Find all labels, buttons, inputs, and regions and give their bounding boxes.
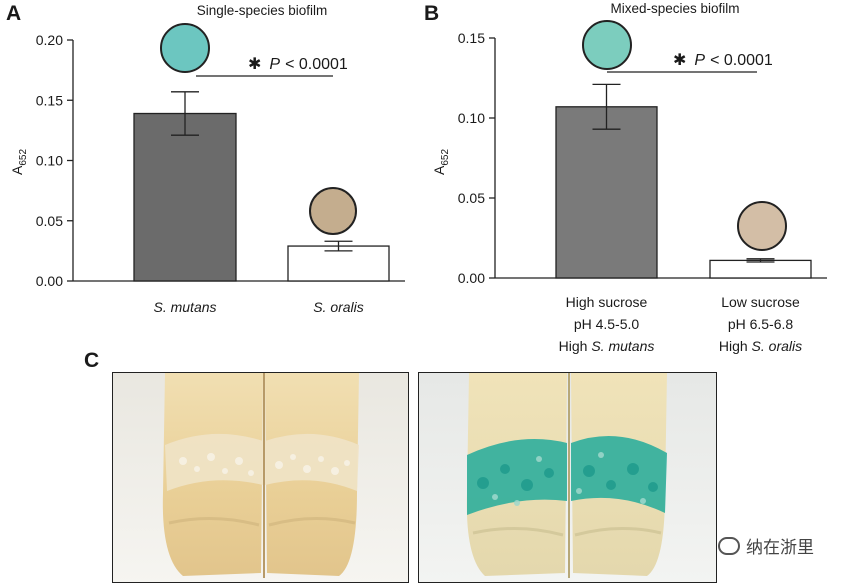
y-axis-label: A652 xyxy=(431,149,451,175)
stain-swatch xyxy=(737,201,787,251)
significance-star: ✱ xyxy=(673,52,686,69)
significance-label: ✱ P < 0.0001 xyxy=(673,52,773,69)
y-axis-label-subscript: 652 xyxy=(440,149,451,166)
y-tick-label: 0.05 xyxy=(458,190,485,206)
y-tick-label: 0.10 xyxy=(36,153,63,169)
x-category-label: High S. mutans xyxy=(559,338,655,354)
y-tick-label: 0.15 xyxy=(458,30,485,46)
significance-star: ✱ xyxy=(248,56,261,73)
x-category-label: Low sucrose xyxy=(721,294,800,310)
watermark: 纳在浙里 xyxy=(718,533,814,558)
chart-mixed-species: Mixed-species biofilm 0.00 0.05 0.10 0.15 A65… xyxy=(431,1,827,354)
y-tick-label: 0.15 xyxy=(36,92,63,108)
watermark-text: 纳在浙里 xyxy=(746,538,814,558)
y-tick-label: 0.05 xyxy=(36,213,63,229)
chart-title: Single-species biofilm xyxy=(197,3,328,18)
significance-p: P xyxy=(269,56,280,73)
bar xyxy=(555,106,658,279)
chart-title: Mixed-species biofilm xyxy=(610,1,739,16)
y-tick-label: 0.10 xyxy=(458,110,485,126)
significance-value: < 0.0001 xyxy=(710,52,773,69)
significance-label: ✱ P < 0.0001 xyxy=(248,56,348,73)
y-tick-label: 0.00 xyxy=(458,270,485,286)
x-category-label: pH 4.5-5.0 xyxy=(574,316,640,332)
significance-p: P xyxy=(694,52,705,69)
panel-letter-c: C xyxy=(84,349,99,372)
x-category-label: S. mutans xyxy=(153,299,216,315)
bar xyxy=(287,245,390,282)
x-category-label: High S. oralis xyxy=(719,338,802,354)
x-category-label: pH 6.5-6.8 xyxy=(728,316,794,332)
y-axis-label-main: A xyxy=(431,165,447,175)
tooth-image-stained xyxy=(419,373,716,582)
chart-single-species: Single-species biofilm 0.00 0.05 0.10 0.15 0.… xyxy=(9,3,405,315)
y-tick-label: 0.20 xyxy=(36,32,63,48)
tooth-image-plain xyxy=(113,373,408,582)
panel-letter-a: A xyxy=(6,2,21,25)
tooth-photo-untreated xyxy=(112,372,409,583)
significance-value: < 0.0001 xyxy=(285,56,348,73)
y-tick-label: 0.00 xyxy=(36,273,63,289)
bar xyxy=(133,112,237,282)
stain-swatch xyxy=(582,20,632,70)
y-axis-label: A652 xyxy=(9,149,29,175)
x-category-label: High sucrose xyxy=(566,294,648,310)
y-axis-label-main: A xyxy=(9,165,25,175)
panel-letter-b: B xyxy=(424,2,439,25)
wechat-icon xyxy=(718,536,740,555)
stain-swatch xyxy=(160,23,210,73)
bar xyxy=(709,259,812,279)
tooth-photo-stained xyxy=(418,372,717,583)
stain-swatch xyxy=(309,187,357,235)
x-category-label: S. oralis xyxy=(313,299,364,315)
y-axis-label-subscript: 652 xyxy=(18,149,29,166)
